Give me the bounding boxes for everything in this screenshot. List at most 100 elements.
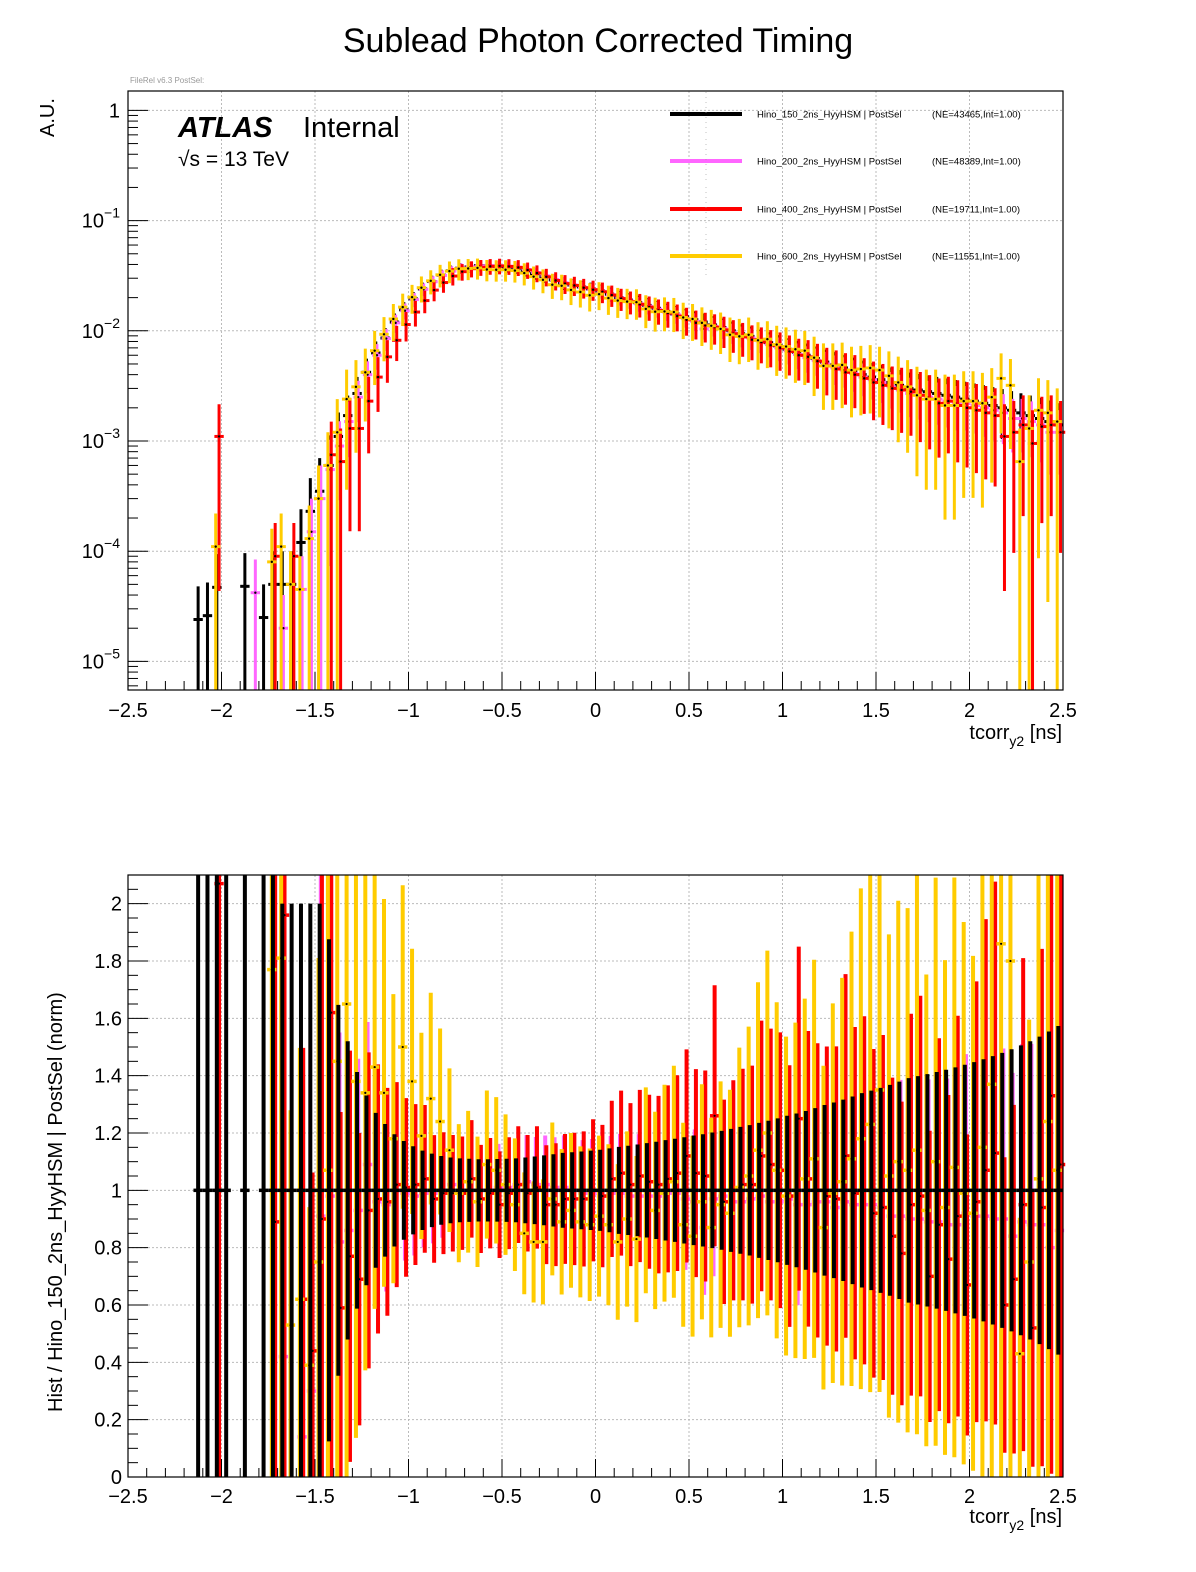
top-data-point (715, 312, 726, 355)
bottom-marker (206, 1189, 209, 1192)
bottom-marker (748, 1189, 751, 1192)
bottom-marker (327, 1189, 331, 1192)
top-data-point (613, 287, 623, 318)
bottom-data-point (950, 1067, 961, 1314)
bottom-marks (193, 875, 1066, 1477)
top-data-point (388, 303, 399, 341)
top-data-point (463, 259, 473, 281)
bottom-marker (1029, 1189, 1032, 1192)
bottom-marker (713, 1114, 716, 1117)
bottom-data-point (726, 1128, 736, 1252)
top-marker (1018, 460, 1022, 463)
top-data-point (762, 321, 773, 369)
top-marker (1012, 431, 1016, 434)
bottom-marker (954, 1189, 957, 1192)
top-data-point (734, 318, 744, 365)
top-marker (872, 381, 875, 384)
bottom-marker (309, 1189, 312, 1192)
bottom-data-point (997, 1052, 1007, 1328)
top-marker (438, 273, 442, 277)
bottom-data-point (389, 1134, 400, 1247)
top-marker (569, 288, 573, 292)
top-marker (859, 367, 863, 371)
bottom-marker (477, 1189, 480, 1192)
top-marker (299, 541, 303, 544)
top-marker (738, 335, 741, 338)
bottom-data-point (960, 1064, 970, 1316)
bottom-data-point (436, 1155, 446, 1225)
top-marker (766, 337, 769, 341)
bottom-y-tick-label: 0 (111, 1467, 122, 1489)
top-marker (597, 292, 601, 296)
bottom-data-point (754, 1122, 764, 1258)
top-marker (812, 356, 816, 359)
top-marker (326, 464, 330, 467)
top-data-point (622, 288, 632, 320)
top-marker (816, 359, 819, 363)
bottom-y-tick-label: 0.2 (94, 1410, 122, 1432)
bottom-marker (374, 1189, 377, 1192)
bottom-x-tick-label: 1.5 (862, 1486, 890, 1508)
bottom-y-tick-label: 1.8 (94, 951, 122, 973)
top-data-point (202, 582, 213, 690)
top-data-point (482, 260, 492, 282)
top-x-tick-label: 2.5 (1049, 700, 1077, 722)
bottom-marker (907, 1189, 910, 1192)
top-data-point (650, 297, 660, 332)
bottom-marker (823, 1189, 826, 1192)
top-marker (466, 267, 470, 270)
bottom-data-point (558, 1152, 568, 1228)
top-marker (373, 349, 376, 352)
top-data-point (398, 293, 408, 326)
bottom-marker (879, 1189, 882, 1192)
bottom-data-point (445, 1157, 456, 1224)
legend-stats: (NE=43465,Int=1.00) (932, 110, 1021, 121)
bottom-marker (439, 1120, 442, 1123)
top-marker (1059, 431, 1062, 434)
bottom-data-point (408, 1146, 418, 1235)
bottom-marker (635, 1237, 638, 1241)
bottom-marker (580, 1189, 583, 1192)
top-marker (607, 296, 610, 300)
top-marker (897, 381, 900, 384)
top-y-tick-label: 10−1 (82, 205, 120, 233)
top-data-point (435, 264, 445, 288)
top-marker (545, 275, 548, 279)
top-marker (778, 346, 782, 350)
top-data-point (753, 322, 763, 370)
top-marker (420, 286, 423, 289)
bottom-marker (486, 1189, 490, 1192)
top-data-point (697, 307, 707, 346)
bottom-marker (655, 1189, 658, 1192)
top-marker (504, 268, 507, 271)
top-marker (653, 310, 657, 313)
top-marker (573, 284, 576, 287)
top-y-axis-label: A.U. (37, 98, 59, 137)
top-data-point (884, 351, 894, 429)
top-x-tick-label: 1.5 (862, 700, 890, 722)
top-marker (442, 281, 445, 284)
bottom-marker (1047, 1189, 1051, 1192)
top-marker (364, 371, 367, 374)
top-marker (934, 397, 937, 401)
top-marker (953, 404, 956, 407)
legend-entry: Hino_600_2ns_HyyHSM | PostSel (NE=11551,I… (670, 234, 1020, 278)
top-marker (1009, 384, 1012, 387)
top-marker (457, 267, 461, 270)
top-marker (853, 373, 857, 376)
top-marker (451, 274, 455, 278)
bottom-data-point (717, 1130, 727, 1250)
top-data-point (360, 348, 370, 422)
bottom-data-point (735, 1126, 746, 1254)
bottom-data-point (380, 1124, 390, 1257)
bottom-data-point (202, 875, 213, 1477)
top-data-point (323, 432, 333, 690)
top-marker (551, 283, 554, 286)
bottom-data-point (333, 1004, 344, 1376)
bottom-data-point (576, 1151, 587, 1230)
bottom-x-tick-label: 1 (777, 1486, 788, 1508)
top-y-tick-label: 10−5 (82, 645, 120, 673)
top-marker (1050, 423, 1053, 427)
top-marker (579, 290, 582, 294)
bottom-marker (281, 1189, 284, 1192)
